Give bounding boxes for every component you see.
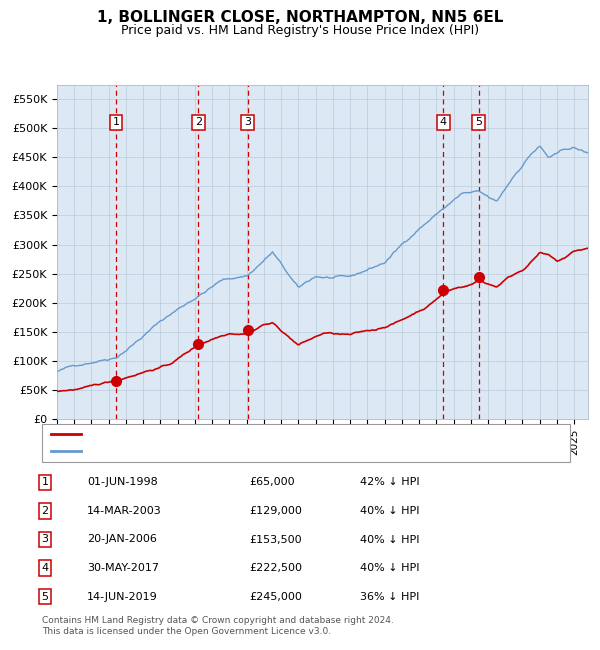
Text: £153,500: £153,500: [249, 534, 302, 545]
Text: 2: 2: [195, 118, 202, 127]
Text: 40% ↓ HPI: 40% ↓ HPI: [360, 506, 419, 516]
Text: 42% ↓ HPI: 42% ↓ HPI: [360, 477, 419, 488]
Text: 14-JUN-2019: 14-JUN-2019: [87, 592, 158, 602]
Text: 3: 3: [244, 118, 251, 127]
Text: Price paid vs. HM Land Registry's House Price Index (HPI): Price paid vs. HM Land Registry's House …: [121, 24, 479, 37]
Text: Contains HM Land Registry data © Crown copyright and database right 2024.
This d: Contains HM Land Registry data © Crown c…: [42, 616, 394, 636]
Text: 1: 1: [41, 477, 49, 488]
Text: 1: 1: [112, 118, 119, 127]
Text: £65,000: £65,000: [249, 477, 295, 488]
Text: 1, BOLLINGER CLOSE, NORTHAMPTON, NN5 6EL: 1, BOLLINGER CLOSE, NORTHAMPTON, NN5 6EL: [97, 10, 503, 25]
Text: HPI: Average price, detached house, West Northamptonshire: HPI: Average price, detached house, West…: [87, 447, 404, 456]
Text: £245,000: £245,000: [249, 592, 302, 602]
Text: 20-JAN-2006: 20-JAN-2006: [87, 534, 157, 545]
Text: 30-MAY-2017: 30-MAY-2017: [87, 563, 159, 573]
Text: 14-MAR-2003: 14-MAR-2003: [87, 506, 162, 516]
Text: 1, BOLLINGER CLOSE, NORTHAMPTON, NN5 6EL (detached house): 1, BOLLINGER CLOSE, NORTHAMPTON, NN5 6EL…: [87, 429, 430, 439]
Text: 5: 5: [41, 592, 49, 602]
Text: £222,500: £222,500: [249, 563, 302, 573]
Text: 5: 5: [475, 118, 482, 127]
Text: 40% ↓ HPI: 40% ↓ HPI: [360, 534, 419, 545]
Text: 4: 4: [41, 563, 49, 573]
Text: 40% ↓ HPI: 40% ↓ HPI: [360, 563, 419, 573]
Text: 36% ↓ HPI: 36% ↓ HPI: [360, 592, 419, 602]
Text: 4: 4: [440, 118, 447, 127]
Text: 01-JUN-1998: 01-JUN-1998: [87, 477, 158, 488]
Text: £129,000: £129,000: [249, 506, 302, 516]
Text: 2: 2: [41, 506, 49, 516]
Text: 3: 3: [41, 534, 49, 545]
